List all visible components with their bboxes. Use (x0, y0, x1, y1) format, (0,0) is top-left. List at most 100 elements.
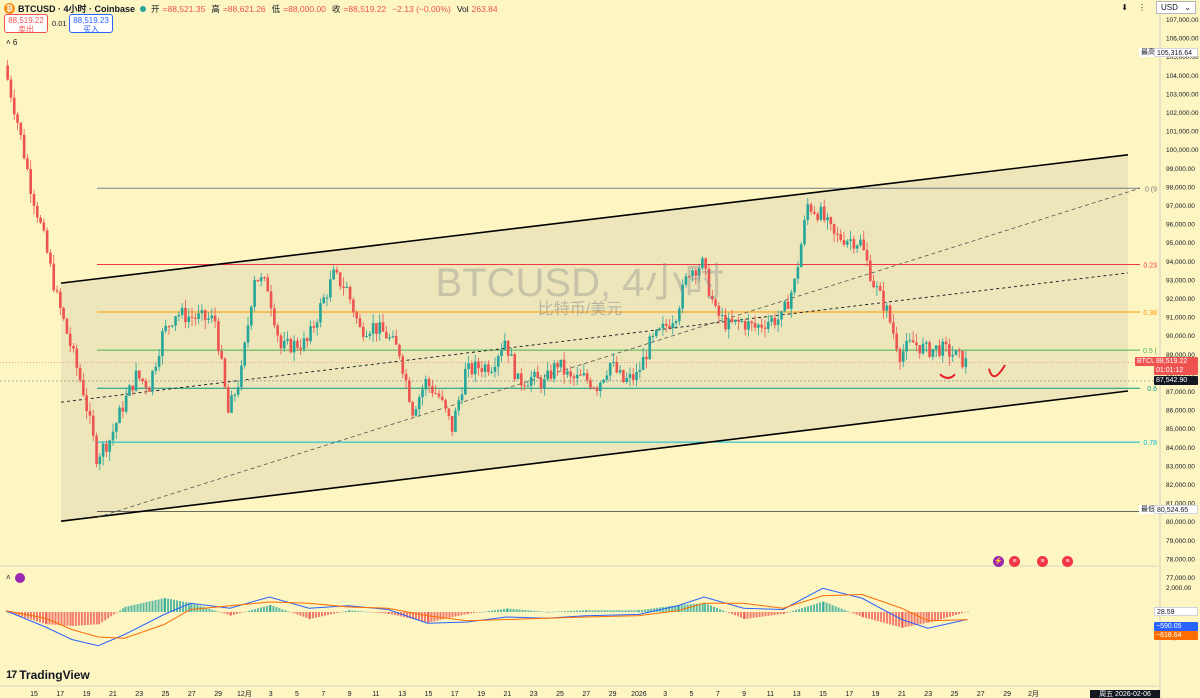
time-axis-label: 12月 (237, 690, 252, 698)
candle-body (322, 297, 326, 304)
macd-histogram-bar (387, 612, 390, 614)
candle-body (661, 323, 665, 329)
macd-histogram-bar (677, 605, 680, 612)
macd-histogram-bar (54, 612, 57, 625)
macd-histogram-bar (15, 612, 17, 615)
symbol-title[interactable]: BTCUSD · 4小时 · Coinbase (18, 4, 136, 14)
price-scale-label: 92,000.00 (1166, 296, 1195, 303)
candle-body (608, 362, 612, 376)
candle-body (575, 374, 579, 379)
macd-histogram-bar (734, 612, 737, 616)
macd-histogram-bar (552, 611, 554, 613)
candle-body (394, 336, 398, 345)
macd-histogram-bar (615, 610, 618, 612)
candle-body (348, 286, 352, 300)
macd-histogram-bar (792, 610, 795, 612)
candle-body (450, 415, 454, 432)
candle-body (701, 258, 704, 269)
macd-histogram-bar (302, 612, 305, 617)
time-axis-label: 2月 (1028, 690, 1039, 698)
macd-histogram-bar (51, 612, 54, 625)
macd-histogram-bar (113, 612, 116, 615)
macd-histogram-bar (74, 612, 77, 626)
macd-histogram-bar (48, 612, 51, 625)
symbol-legend[interactable]: ₿ BTCUSD · 4小时 · Coinbase 开 =88,521.35 高 =… (4, 2, 498, 15)
dividend-event-icon[interactable]: ⚡ (993, 556, 1004, 567)
macd-histogram-bar (275, 607, 278, 612)
macd-histogram-bar (889, 612, 892, 625)
macd-histogram-bar (591, 610, 594, 612)
tradingview-logo[interactable]: 17 TradingView (6, 668, 90, 682)
macd-histogram-bar (173, 599, 176, 612)
candle-body (78, 367, 82, 381)
time-axis-label: 27 (977, 691, 985, 698)
candle-body (510, 354, 513, 356)
macd-histogram-bar (390, 612, 393, 615)
candle-body (776, 319, 780, 325)
candle-body (714, 299, 717, 306)
macd-histogram-bar (695, 603, 698, 612)
macd-histogram-bar (436, 612, 439, 621)
us-flag-event-icon-1[interactable]: ≡ (1009, 556, 1020, 567)
candle-body (813, 211, 816, 214)
time-axis-label: 9 (742, 691, 746, 698)
sell-button[interactable]: 88,519.22 卖出 (4, 14, 48, 34)
macd-histogram-bar (770, 612, 773, 616)
macd-histogram-bar (287, 611, 290, 612)
macd-scale-label: 2,000.00 (1166, 585, 1192, 592)
candle-body (717, 305, 721, 316)
candle-body (292, 340, 296, 353)
candle-body (908, 340, 912, 342)
macd-histogram-bar (840, 608, 843, 612)
price-scale-label: 84,000.00 (1166, 445, 1195, 452)
macd-histogram-bar (439, 612, 442, 620)
macd-collapse-icon[interactable]: ˄ (6, 573, 11, 582)
buy-button[interactable]: 88,519.23 买入 (69, 14, 113, 34)
candle-body (391, 336, 395, 338)
more-icon[interactable]: ⋮ (1138, 3, 1146, 12)
currency-select[interactable]: USD ⌄ (1156, 1, 1196, 14)
candle-body (905, 340, 908, 352)
macd-histogram-bar (244, 611, 247, 613)
candle-body (740, 321, 744, 323)
candle-body (434, 393, 437, 395)
macd-histogram-bar (86, 612, 89, 626)
candle-body (539, 377, 543, 389)
macd-histogram-bar (886, 612, 889, 624)
candle-body (121, 407, 125, 412)
macd-histogram-bar (524, 610, 527, 612)
macd-legend[interactable]: ˄ (6, 573, 25, 583)
candle-body (305, 338, 309, 342)
macd-histogram-bar (378, 612, 381, 613)
macd-histogram-bar (188, 602, 191, 612)
candle-body (648, 336, 652, 360)
macd-histogram-bar (110, 612, 113, 617)
candle-body (226, 387, 230, 413)
price-scale-label: 87,000.00 (1166, 389, 1195, 396)
candle-body (32, 193, 36, 206)
candle-body (799, 244, 803, 268)
candle-body (845, 240, 849, 245)
us-flag-event-icon-3[interactable]: ≡ (1062, 556, 1073, 567)
macd-histogram-bar (351, 610, 354, 612)
candle-body (546, 370, 549, 380)
macd-histogram-bar (344, 611, 347, 612)
price-scale-label: 101,000.00 (1166, 129, 1199, 136)
macd-histogram-bar (561, 611, 563, 612)
price-scale-label: 95,000.00 (1166, 240, 1195, 247)
macd-histogram-bar (451, 612, 454, 618)
us-flag-event-icon-2[interactable]: ≡ (1037, 556, 1048, 567)
macd-histogram-bar (698, 603, 701, 612)
bar-countdown-tag: 01:01:12 (1154, 366, 1198, 375)
macd-histogram-bar (749, 612, 752, 619)
macd-histogram-bar (393, 612, 396, 616)
macd-histogram-bar (341, 611, 344, 613)
candle-body (253, 279, 256, 307)
macd-histogram-bar (877, 612, 880, 622)
indicators-collapse-button[interactable]: ˄ 6 (6, 38, 18, 47)
download-icon[interactable]: ⬇ (1121, 3, 1128, 12)
candle-body (174, 316, 177, 326)
candle-body (869, 260, 872, 281)
